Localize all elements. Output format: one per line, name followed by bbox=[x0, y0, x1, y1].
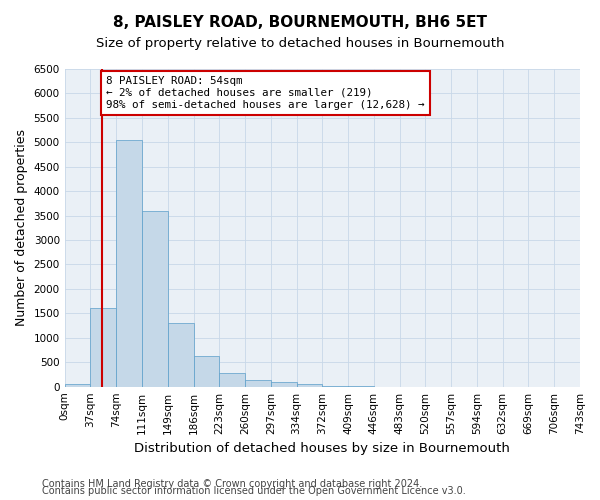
Bar bbox=[245, 380, 271, 386]
Bar bbox=[65, 384, 91, 386]
Bar bbox=[116, 140, 142, 386]
Text: Contains public sector information licensed under the Open Government Licence v3: Contains public sector information licen… bbox=[42, 486, 466, 496]
Bar bbox=[271, 382, 296, 386]
Text: Contains HM Land Registry data © Crown copyright and database right 2024.: Contains HM Land Registry data © Crown c… bbox=[42, 479, 422, 489]
Text: Size of property relative to detached houses in Bournemouth: Size of property relative to detached ho… bbox=[96, 38, 504, 51]
Text: 8 PAISLEY ROAD: 54sqm
← 2% of detached houses are smaller (219)
98% of semi-deta: 8 PAISLEY ROAD: 54sqm ← 2% of detached h… bbox=[106, 76, 425, 110]
Bar bbox=[219, 374, 245, 386]
Bar bbox=[91, 308, 116, 386]
Y-axis label: Number of detached properties: Number of detached properties bbox=[15, 130, 28, 326]
Bar bbox=[168, 323, 193, 386]
Text: 8, PAISLEY ROAD, BOURNEMOUTH, BH6 5ET: 8, PAISLEY ROAD, BOURNEMOUTH, BH6 5ET bbox=[113, 15, 487, 30]
Bar bbox=[193, 356, 219, 386]
Bar bbox=[142, 210, 168, 386]
X-axis label: Distribution of detached houses by size in Bournemouth: Distribution of detached houses by size … bbox=[134, 442, 510, 455]
Bar bbox=[296, 384, 322, 386]
